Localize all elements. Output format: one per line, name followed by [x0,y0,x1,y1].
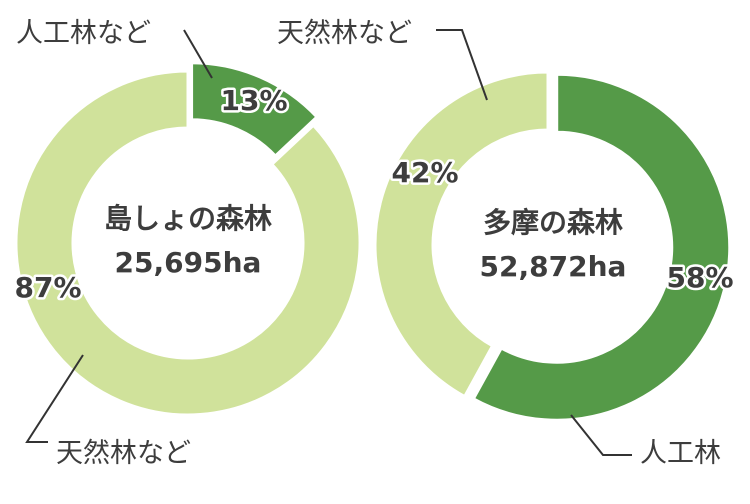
donut-tama-forest [373,70,732,422]
island-natural-label: 天然林など [56,438,191,469]
donut-slice-secondary [373,70,550,399]
donut-slice-primary [190,61,320,159]
leader-line [436,29,488,101]
island-natural-pct: 87% [14,271,81,304]
island-title: 島しょの森林 [104,202,272,235]
tama-title: 多摩の森林 [483,206,623,239]
donut-slice-primary [471,72,732,422]
leader-line [183,29,213,79]
tama-planted-label: 人工林 [640,438,721,469]
tama-natural-label: 天然林など [277,18,412,49]
tama-area: 52,872ha [480,250,627,283]
island-planted-label: 人工林など [16,18,151,49]
leader-line [570,414,632,456]
island-area: 25,695ha [115,246,262,279]
leader-line [25,354,84,443]
island-planted-pct: 13% [220,84,287,117]
donut-island-forest [14,61,362,417]
tama-planted-pct: 58% [666,261,733,294]
tama-natural-pct: 42% [391,156,458,189]
donut-slice-secondary [14,69,362,417]
